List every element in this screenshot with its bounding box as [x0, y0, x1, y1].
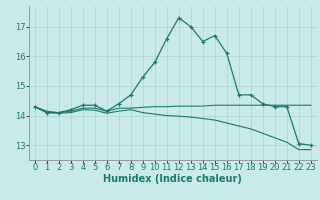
X-axis label: Humidex (Indice chaleur): Humidex (Indice chaleur) [103, 174, 242, 184]
